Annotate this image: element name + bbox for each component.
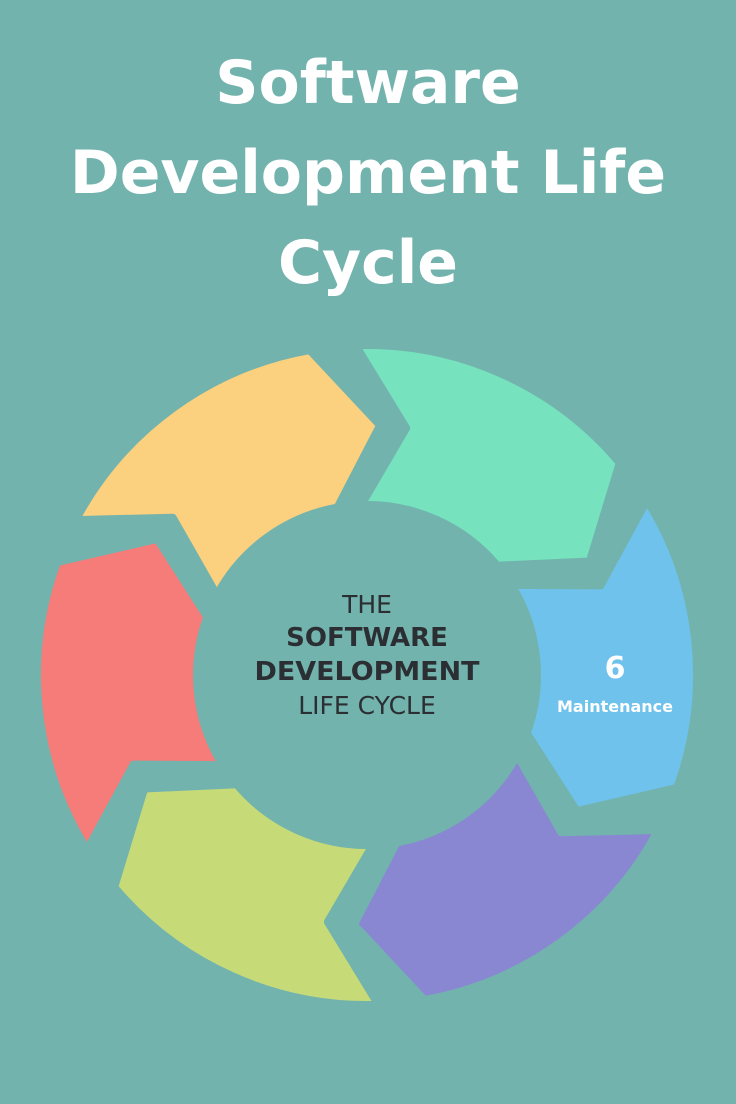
center-label: THE SOFTWARE DEVELOPMENT LIFE CYCLE bbox=[255, 590, 480, 720]
title-line-3: Cycle bbox=[278, 228, 458, 298]
stage-6-label: Maintenance bbox=[557, 697, 673, 716]
center-line-2: SOFTWARE bbox=[286, 623, 448, 653]
center-line-4: LIFE CYCLE bbox=[298, 691, 436, 720]
page-title: Software Development Life Cycle bbox=[0, 38, 736, 308]
stage-6-number: 6 bbox=[605, 651, 626, 686]
center-line-3: DEVELOPMENT bbox=[255, 657, 480, 687]
title-line-2: Development Life bbox=[69, 138, 667, 208]
center-hub bbox=[197, 505, 537, 845]
title-line-1: Software bbox=[215, 48, 521, 118]
center-line-1: THE bbox=[341, 590, 392, 619]
